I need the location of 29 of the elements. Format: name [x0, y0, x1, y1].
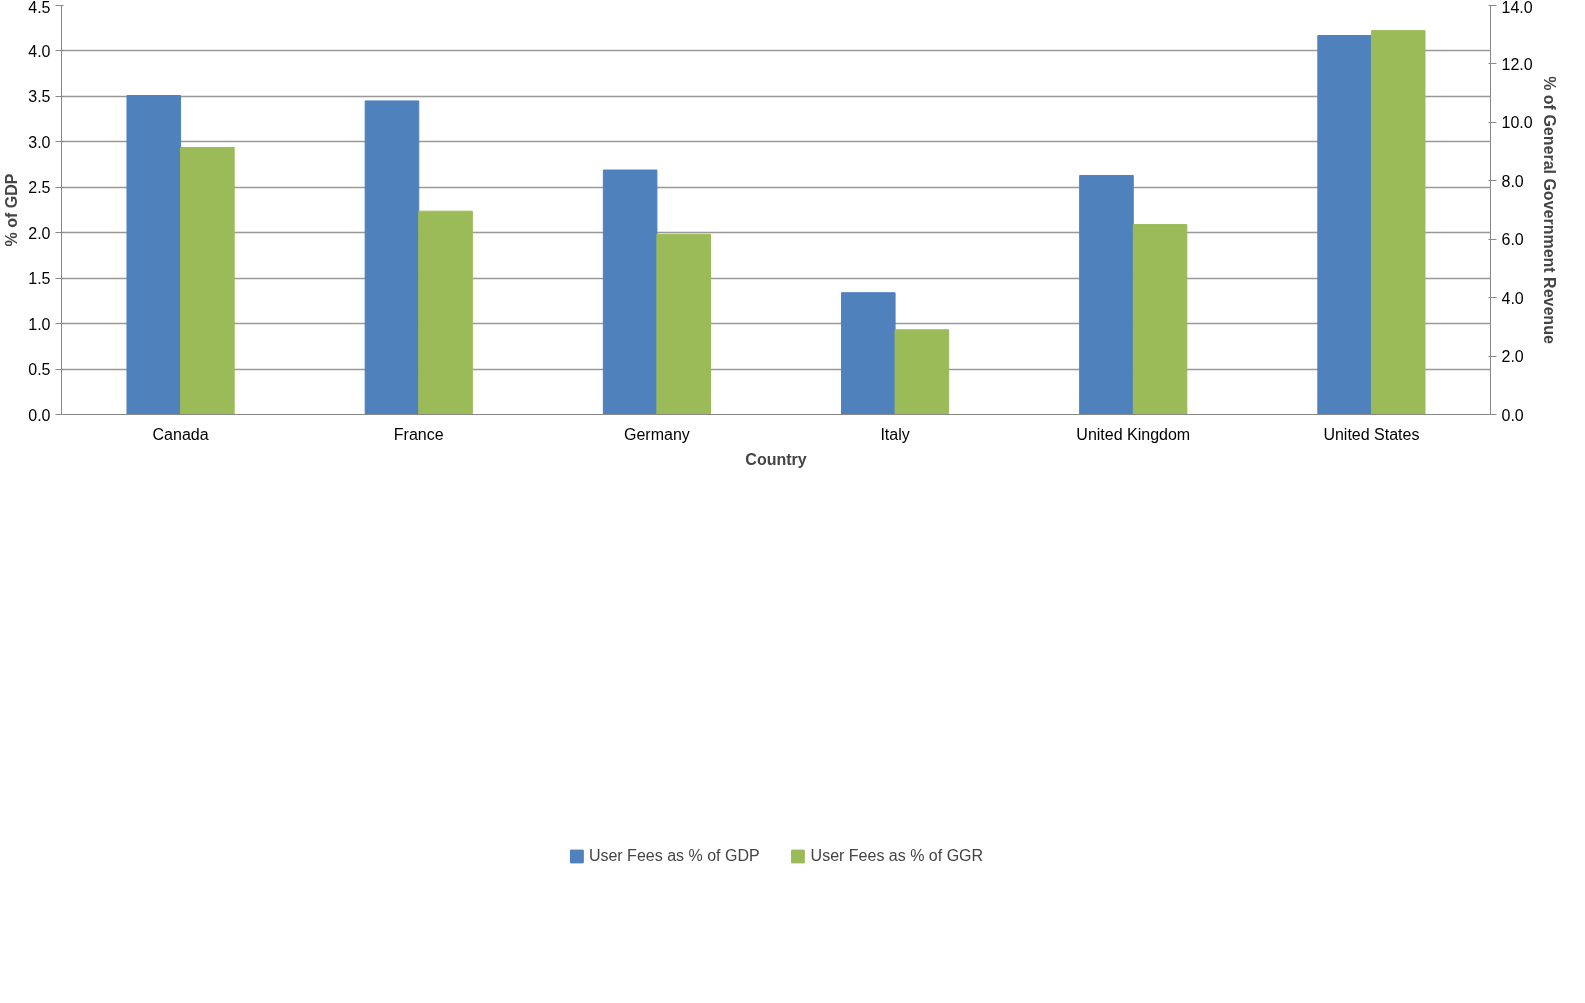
y-tick-label: 2.5 — [28, 179, 51, 197]
y-tick-label: 4.0 — [28, 42, 51, 60]
y2-tick-label: 12.0 — [1501, 55, 1533, 73]
y2-tick-label: 10.0 — [1501, 114, 1533, 132]
y-axis-title: % of GDP — [3, 173, 21, 247]
x-tick-label: United States — [1323, 425, 1420, 443]
y-tick-label: 1.0 — [28, 315, 51, 333]
legend-label: User Fees as % of GDP — [588, 846, 760, 865]
y2-tick-label: 8.0 — [1501, 172, 1524, 190]
y2-tick-label: 2.0 — [1501, 348, 1524, 366]
x-tick-label: France — [393, 425, 444, 443]
x-axis-title: Country — [745, 450, 807, 468]
x-tick-label: Canada — [152, 425, 209, 443]
y2-tick-label: 14.0 — [1501, 0, 1533, 16]
y-tick-label: 3.0 — [28, 133, 51, 151]
y2-axis-title: % of General Government Revenue — [1540, 76, 1558, 344]
y2-tick-label: 4.0 — [1501, 289, 1524, 307]
legend-label: User Fees as % of GGR — [810, 846, 984, 865]
x-tick-label: Italy — [880, 425, 910, 443]
y-tick-label: 4.5 — [28, 0, 51, 16]
y-tick-label: 0.0 — [28, 406, 51, 424]
x-tick-label: Germany — [624, 425, 690, 443]
y-tick-label: 2.0 — [28, 224, 51, 242]
y2-tick-label: 6.0 — [1501, 231, 1524, 249]
y2-tick-label: 0.0 — [1501, 406, 1524, 424]
y-tick-label: 0.5 — [28, 361, 51, 379]
y-tick-label: 1.5 — [28, 270, 51, 288]
x-tick-label: United Kingdom — [1076, 425, 1191, 443]
y-tick-label: 3.5 — [28, 88, 51, 106]
